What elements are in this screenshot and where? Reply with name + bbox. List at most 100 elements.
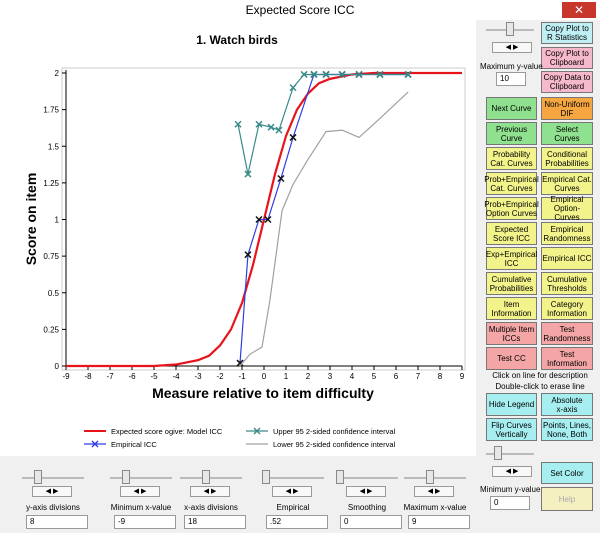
action-button[interactable]: Absolute x-axis xyxy=(541,393,593,416)
action-button[interactable]: Empirical Randomness xyxy=(541,222,593,245)
x-tick-label: 4 xyxy=(350,372,355,381)
control-label: y-axis divisions xyxy=(26,503,80,512)
action-button[interactable]: Cumulative Thresholds xyxy=(541,272,593,295)
slider[interactable] xyxy=(262,470,324,484)
legend-marker xyxy=(91,440,99,448)
data-marker xyxy=(236,359,244,367)
min-y-label: Minimum y-value xyxy=(480,485,541,494)
x-tick-label: 3 xyxy=(328,372,333,381)
data-marker xyxy=(310,70,318,78)
control-input[interactable]: -9 xyxy=(114,515,176,529)
spin-arrows[interactable]: ◀ ▶ xyxy=(492,466,532,477)
chart: 1. Watch birds Measure relative to item … xyxy=(0,20,476,456)
slider-thumb[interactable] xyxy=(34,470,42,484)
spin-arrows[interactable]: ◀ ▶ xyxy=(414,486,454,497)
slider[interactable] xyxy=(180,470,242,484)
x-tick-label: -7 xyxy=(106,372,114,381)
action-button[interactable]: Copy Plot to Clipboard xyxy=(541,47,593,69)
action-button[interactable]: Empirical Cat. Curves xyxy=(541,172,593,195)
data-marker xyxy=(264,215,272,224)
slider-thumb[interactable] xyxy=(262,470,270,484)
action-button[interactable]: Copy Plot to R Statistics xyxy=(541,22,593,44)
x-tick-label: -1 xyxy=(238,372,246,381)
action-button[interactable]: Flip Curves Vertically xyxy=(486,418,537,441)
action-button[interactable]: Empirical Option-Curves xyxy=(541,195,593,222)
slider-thumb[interactable] xyxy=(506,22,514,36)
action-button[interactable]: Previous Curve xyxy=(486,122,537,145)
x-tick-label: -6 xyxy=(128,372,136,381)
slider-thumb[interactable] xyxy=(494,446,502,460)
slider[interactable] xyxy=(404,470,466,484)
action-button[interactable]: Hide Legend xyxy=(486,393,537,416)
action-button[interactable]: Category Information xyxy=(541,297,593,320)
action-button[interactable]: Select Curves xyxy=(541,122,593,145)
slider-thumb[interactable] xyxy=(426,470,434,484)
action-button[interactable]: Set Color xyxy=(541,462,593,484)
y-tick-label: 0.25 xyxy=(43,325,59,334)
action-button[interactable]: Test Information xyxy=(541,347,593,370)
data-marker xyxy=(376,70,384,78)
action-button[interactable]: Non-Uniform DIF xyxy=(541,97,593,120)
slider-thumb[interactable] xyxy=(202,470,210,484)
x-tick-label: 9 xyxy=(460,372,465,381)
control-label: x-axis divisions xyxy=(184,503,238,512)
action-button[interactable]: Test CC xyxy=(486,347,537,370)
slider-track xyxy=(404,477,466,479)
data-marker xyxy=(338,70,346,78)
action-button[interactable]: Multiple Item ICCs xyxy=(486,322,537,345)
slider-thumb[interactable] xyxy=(336,470,344,484)
chart-background xyxy=(0,20,476,456)
data-marker xyxy=(255,120,263,128)
x-tick-label: -2 xyxy=(216,372,224,381)
y-tick-label: 1 xyxy=(55,216,60,225)
action-button[interactable]: Next Curve xyxy=(486,97,537,120)
action-button[interactable]: Item Information xyxy=(486,297,537,320)
slider-thumb[interactable] xyxy=(122,470,130,484)
data-marker xyxy=(404,70,412,78)
spin-arrows[interactable]: ◀ ▶ xyxy=(120,486,160,497)
action-button[interactable]: Exp+Empirical ICC xyxy=(486,247,537,270)
action-button[interactable]: Prob+Empirical Option Curves xyxy=(484,197,539,220)
action-button[interactable]: Prob+Empirical Cat. Curves xyxy=(484,172,539,195)
action-button[interactable]: Test Randomness xyxy=(541,322,593,345)
action-button[interactable]: Help xyxy=(541,487,593,511)
min-y-input[interactable]: 0 xyxy=(490,496,530,510)
slider[interactable] xyxy=(486,446,534,460)
spin-arrows[interactable]: ◀ ▶ xyxy=(190,486,230,497)
max-y-input[interactable]: 10 xyxy=(496,72,526,86)
action-button[interactable]: Expected Score ICC xyxy=(486,222,537,245)
y-tick-label: 0.5 xyxy=(48,289,60,298)
y-tick-label: 1.25 xyxy=(43,179,59,188)
slider-track xyxy=(336,477,398,479)
x-tick-label: -3 xyxy=(194,372,202,381)
spin-arrows[interactable]: ◀ ▶ xyxy=(272,486,312,497)
action-button[interactable]: Conditional Probabilities xyxy=(541,147,593,170)
control-input[interactable]: 18 xyxy=(184,515,246,529)
slider[interactable] xyxy=(486,22,534,36)
slider[interactable] xyxy=(336,470,398,484)
action-button[interactable]: Points, Lines, None, Both xyxy=(541,418,593,441)
action-button[interactable]: Probability Cat. Curves xyxy=(486,147,537,170)
x-tick-label: 0 xyxy=(262,372,267,381)
control-input[interactable]: 9 xyxy=(408,515,470,529)
action-button[interactable]: Copy Data to Clipboard xyxy=(541,71,593,93)
spin-arrows[interactable]: ◀ ▶ xyxy=(32,486,72,497)
spin-arrows[interactable]: ◀ ▶ xyxy=(492,42,532,53)
slider[interactable] xyxy=(110,470,172,484)
data-marker xyxy=(322,70,330,78)
legend-marker xyxy=(253,427,261,435)
title-bar: Expected Score ICC ✕ xyxy=(0,0,600,20)
control-input[interactable]: 8 xyxy=(26,515,88,529)
control-input[interactable]: 0 xyxy=(340,515,402,529)
action-button[interactable]: Empirical ICC xyxy=(541,247,593,270)
control-label: Maximum x-value xyxy=(403,503,467,512)
action-button[interactable]: Cumulative Probabilities xyxy=(486,272,537,295)
close-button[interactable]: ✕ xyxy=(562,2,596,18)
control-label: Smoothing xyxy=(347,503,387,512)
data-marker xyxy=(244,251,252,259)
slider-track xyxy=(110,477,172,479)
spin-arrows[interactable]: ◀ ▶ xyxy=(346,486,386,497)
slider[interactable] xyxy=(22,470,84,484)
window-title: Expected Score ICC xyxy=(245,3,355,17)
control-input[interactable]: .52 xyxy=(266,515,328,529)
